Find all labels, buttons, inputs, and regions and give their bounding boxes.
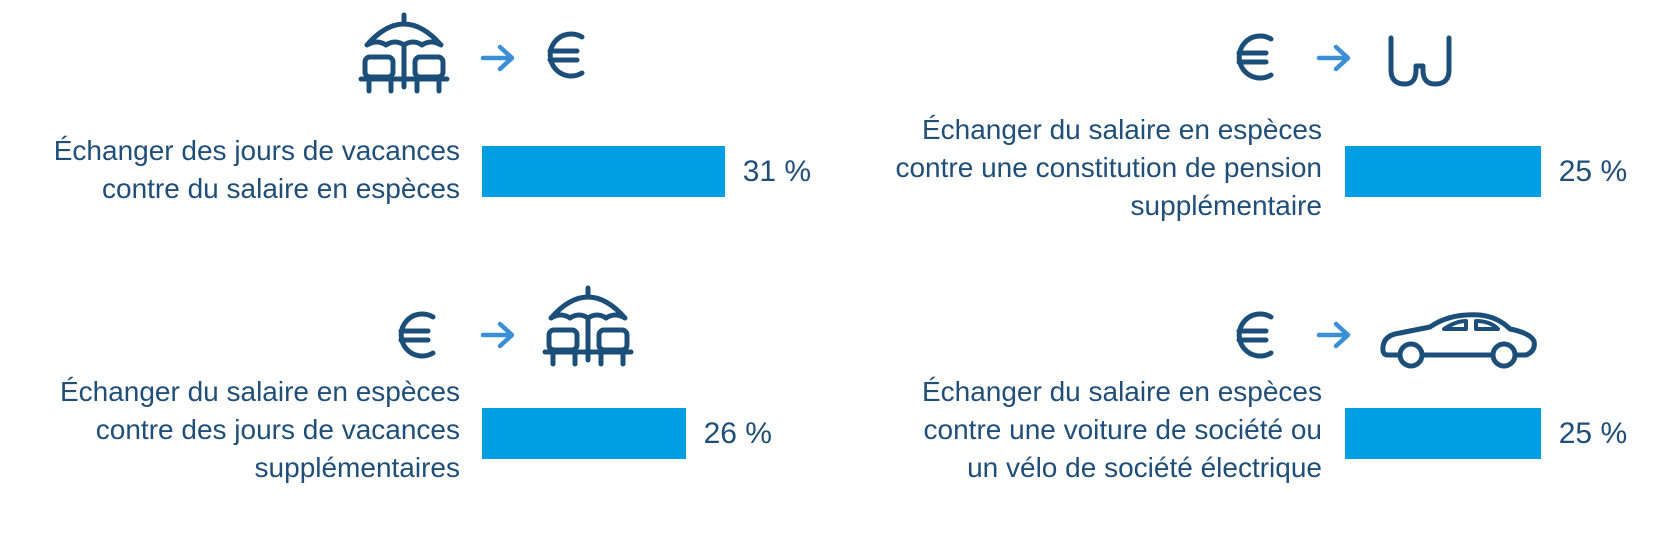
category-label: Échanger du salaire en espèces contre un… <box>895 114 1322 221</box>
bar <box>1345 146 1541 197</box>
euro-icon <box>1239 36 1271 78</box>
beach-icon <box>545 288 631 364</box>
category-label: Échanger des jours de vacances contre du… <box>53 135 460 204</box>
arrow-icon <box>483 47 512 69</box>
value-label: 25 % <box>1558 155 1628 188</box>
category-label: Échanger du salaire en espèces contre de… <box>59 376 460 483</box>
bar <box>482 408 686 459</box>
euro-icon <box>550 34 582 76</box>
arrow-icon <box>483 324 512 346</box>
value-label: 25 % <box>1558 417 1628 450</box>
category-label: Échanger du salaire en espèces contre un… <box>921 376 1322 483</box>
value-label: 31 % <box>742 155 812 188</box>
arrow-icon <box>1319 47 1348 69</box>
value-label: 26 % <box>703 417 772 450</box>
arrow-icon <box>1319 324 1348 346</box>
euro-icon <box>401 314 433 356</box>
car-icon <box>1380 312 1537 369</box>
euro-icon <box>1239 314 1271 356</box>
bar <box>482 146 725 197</box>
beach-icon <box>361 15 447 91</box>
glasses-icon <box>1388 35 1452 87</box>
bar <box>1345 408 1541 459</box>
